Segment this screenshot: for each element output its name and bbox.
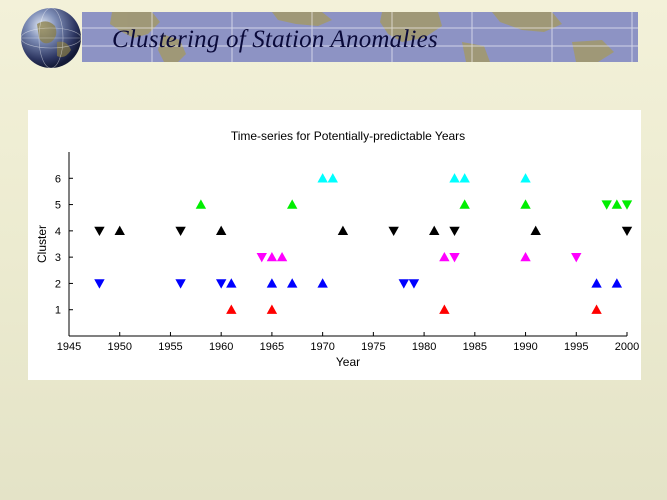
marker-cluster-2-down [408, 279, 420, 289]
x-axis-label: Year [336, 355, 360, 369]
y-tick-label: 1 [55, 305, 61, 317]
marker-cluster-4-down [94, 226, 105, 237]
marker-cluster-4-up [114, 225, 125, 236]
x-tick-label: 1955 [158, 341, 182, 353]
marker-cluster-3-up [439, 251, 450, 262]
marker-cluster-1-up [439, 304, 450, 314]
slide-title: Clustering of Station Anomalies [112, 26, 438, 53]
marker-cluster-6-up [459, 173, 470, 183]
marker-cluster-3-down [571, 252, 582, 263]
marker-cluster-5-up [195, 199, 207, 209]
chart-title: Time-series for Potentially-predictable … [231, 129, 465, 143]
marker-cluster-2-down [94, 279, 105, 289]
marker-cluster-3-up [276, 251, 288, 262]
y-tick-label: 3 [55, 252, 61, 264]
marker-cluster-5-up [459, 199, 470, 209]
marker-cluster-2-down [215, 279, 227, 289]
marker-cluster-1-up [591, 304, 602, 314]
marker-cluster-4-up [215, 225, 227, 236]
title-banner [82, 12, 638, 62]
marker-cluster-2-down [398, 279, 409, 289]
x-tick-label: 1945 [57, 341, 81, 353]
y-tick-label: 6 [55, 173, 61, 185]
marker-cluster-3-down [449, 252, 460, 263]
y-tick-label: 5 [55, 200, 61, 212]
marker-cluster-4-up [337, 225, 349, 236]
marker-cluster-6-up [449, 173, 460, 183]
marker-cluster-2-down [175, 279, 186, 289]
x-tick-label: 1995 [564, 341, 588, 353]
marker-cluster-1-up [266, 304, 278, 314]
marker-cluster-4-up [429, 225, 440, 236]
marker-cluster-5-down [601, 200, 612, 210]
marker-cluster-2-up [317, 278, 328, 288]
marker-cluster-5-up [287, 199, 298, 209]
marker-cluster-3-up [266, 251, 278, 262]
world-map-graphic [82, 12, 638, 62]
marker-cluster-2-up [611, 278, 623, 288]
marker-cluster-6-up [327, 173, 338, 183]
marker-cluster-4-down [449, 226, 460, 237]
x-tick-label: 1980 [412, 341, 436, 353]
marker-cluster-4-down [621, 226, 633, 237]
x-tick-label: 1990 [513, 341, 537, 353]
marker-cluster-6-up [520, 173, 531, 183]
x-tick-label: 1975 [361, 341, 385, 353]
marker-cluster-4-down [175, 226, 186, 237]
marker-cluster-1-up [226, 304, 237, 314]
scatter-chart: Time-series for Potentially-predictable … [35, 129, 639, 369]
marker-cluster-2-up [226, 278, 237, 288]
marker-cluster-4-up [530, 225, 541, 236]
y-tick-label: 2 [55, 278, 61, 290]
marker-cluster-6-up [317, 173, 328, 183]
marker-cluster-5-up [520, 199, 531, 209]
marker-cluster-2-up [287, 278, 298, 288]
marker-cluster-4-down [388, 226, 399, 237]
x-tick-label: 2000 [615, 341, 639, 353]
x-tick-label: 1985 [463, 341, 487, 353]
marker-cluster-3-up [520, 251, 531, 262]
marker-cluster-3-down [256, 252, 267, 263]
y-tick-label: 4 [55, 226, 61, 238]
marker-cluster-5-down [621, 200, 633, 210]
marker-cluster-2-up [591, 278, 602, 288]
chart-panel: Time-series for Potentially-predictable … [28, 110, 641, 380]
x-tick-label: 1965 [260, 341, 284, 353]
globe-icon [20, 7, 82, 69]
x-tick-label: 1960 [209, 341, 233, 353]
marker-cluster-2-up [266, 278, 278, 288]
y-axis-label: Cluster [35, 225, 49, 263]
x-tick-label: 1970 [310, 341, 334, 353]
marker-cluster-5-up [611, 199, 623, 209]
x-tick-label: 1950 [107, 341, 131, 353]
